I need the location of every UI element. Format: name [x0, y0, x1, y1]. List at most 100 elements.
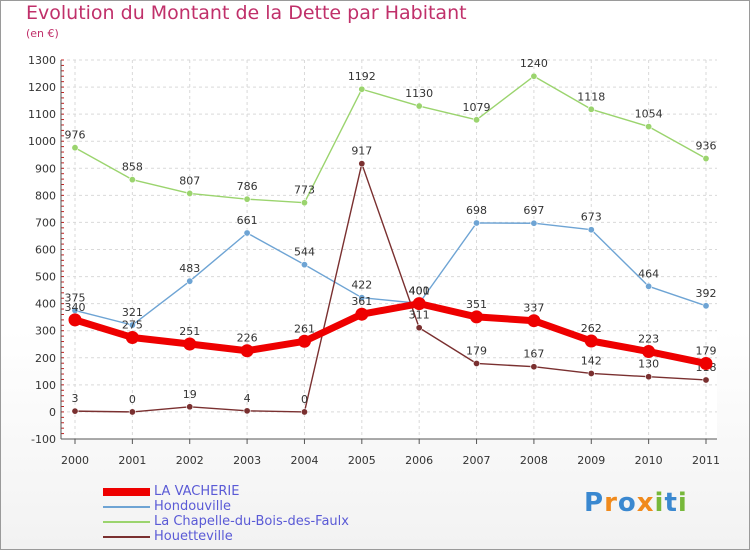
y-tick-label: 300 [35, 325, 56, 338]
series-point-3 [71, 407, 79, 415]
series-point-0 [68, 313, 82, 327]
legend-label-3: Houetteville [154, 529, 233, 544]
logo-letter: t [664, 488, 678, 518]
legend-label-2: La Chapelle-du-Bois-des-Faulx [154, 514, 349, 529]
data-label-3: 3 [72, 392, 79, 405]
x-tick-label: 2011 [692, 454, 720, 467]
data-label-1: 661 [237, 214, 258, 227]
data-label-1: 464 [638, 267, 659, 280]
series-point-2 [186, 189, 194, 197]
series-point-3 [473, 359, 481, 367]
data-label-1: 544 [294, 246, 315, 259]
data-label-1: 698 [466, 204, 487, 217]
series-line-1 [74, 222, 707, 326]
series-point-3 [300, 408, 308, 416]
data-label-2: 807 [179, 174, 200, 187]
data-label-0: 400 [409, 285, 430, 298]
series-point-0 [183, 337, 197, 351]
logo-letter: i [677, 488, 688, 518]
series-point-3 [186, 403, 194, 411]
series-point-3 [530, 363, 538, 371]
data-label-0: 251 [179, 325, 200, 338]
series-point-0 [584, 334, 598, 348]
series-point-1 [186, 277, 194, 285]
y-tick-label: 1300 [28, 54, 56, 67]
data-label-0: 226 [237, 332, 258, 345]
data-label-2: 976 [65, 129, 86, 142]
series-point-2 [128, 176, 136, 184]
chart-title: Evolution du Montant de la Dette par Hab… [26, 2, 467, 24]
data-label-2: 1118 [577, 90, 605, 103]
y-tick-label: 100 [35, 379, 56, 392]
x-tick-label: 2005 [348, 454, 376, 467]
series-point-2 [415, 102, 423, 110]
series-line-0 [71, 300, 710, 367]
series-point-2 [300, 199, 308, 207]
data-label-0: 337 [523, 302, 544, 315]
x-tick-label: 2006 [405, 454, 433, 467]
data-label-0: 262 [581, 322, 602, 335]
logo-letter: o [617, 488, 637, 518]
data-label-1: 697 [523, 204, 544, 217]
logo-letter: i [654, 488, 665, 518]
data-label-3: 142 [581, 354, 602, 367]
series-point-1 [530, 219, 538, 227]
x-tick-label: 2003 [233, 454, 261, 467]
logo-letter: x [636, 488, 655, 518]
series-point-3 [415, 324, 423, 332]
series-point-1 [587, 226, 595, 234]
series-point-2 [473, 116, 481, 124]
logo-letter: r [604, 488, 618, 518]
x-tick-label: 2009 [577, 454, 605, 467]
data-label-1: 673 [581, 211, 602, 224]
data-label-1: 321 [122, 306, 143, 319]
series-point-1 [645, 282, 653, 290]
x-tick-label: 2002 [176, 454, 204, 467]
series-point-0 [642, 345, 656, 359]
series-point-2 [702, 155, 710, 163]
series-line-3 [74, 162, 707, 413]
data-label-3: 917 [351, 145, 372, 158]
y-tick-label: 700 [35, 216, 56, 229]
data-label-2: 786 [237, 180, 258, 193]
series-point-0 [240, 344, 254, 358]
data-label-3: 0 [129, 393, 136, 406]
data-label-2: 936 [696, 140, 717, 153]
data-label-1: 375 [65, 291, 86, 304]
legend-label-1: Hondouville [154, 499, 231, 514]
y-tick-label: 400 [35, 298, 56, 311]
x-tick-label: 2000 [61, 454, 89, 467]
data-label-0: 275 [122, 318, 143, 331]
data-label-2: 773 [294, 184, 315, 197]
series-point-3 [243, 407, 251, 415]
data-label-0: 179 [696, 344, 717, 357]
logo-letter: P [584, 488, 605, 518]
y-tick-label: 0 [49, 406, 56, 419]
data-label-3: 4 [244, 392, 251, 405]
series-point-2 [587, 105, 595, 113]
data-label-0: 351 [466, 298, 487, 311]
data-label-0: 223 [638, 333, 659, 346]
data-label-1: 392 [696, 287, 717, 300]
x-tick-label: 2007 [463, 454, 491, 467]
x-tick-label: 2008 [520, 454, 548, 467]
series-point-0 [297, 334, 311, 348]
data-label-2: 1054 [635, 108, 663, 121]
y-tick-label: 1200 [28, 81, 56, 94]
data-label-0: 340 [65, 301, 86, 314]
series-point-2 [358, 85, 366, 93]
data-label-0: 261 [294, 322, 315, 335]
series-point-3 [702, 376, 710, 384]
proxiti-logo: Proxiti [584, 488, 688, 518]
series-point-1 [358, 294, 366, 302]
y-tick-label: 800 [35, 189, 56, 202]
data-label-1: 401 [409, 284, 430, 297]
data-label-3: 311 [409, 309, 430, 322]
series-point-0 [527, 314, 541, 328]
series-line-2 [74, 75, 707, 204]
data-label-2: 858 [122, 161, 143, 174]
series-point-0 [355, 307, 369, 321]
legend-label-0: LA VACHERIE [154, 484, 240, 499]
series-point-0 [412, 297, 426, 311]
